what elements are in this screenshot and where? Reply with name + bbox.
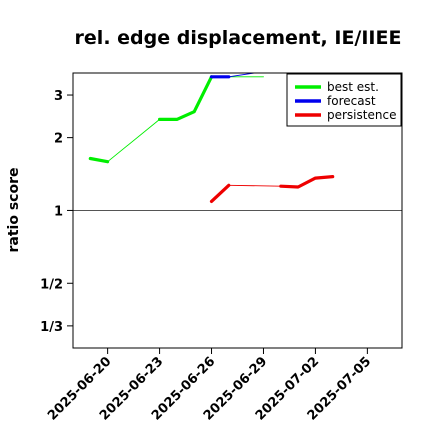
series-persistence-line <box>279 175 335 189</box>
series-best-est-line <box>88 156 110 164</box>
y-tick-label: 1 <box>54 204 63 219</box>
y-tick-label: 1/2 <box>40 277 63 292</box>
chart-title: rel. edge displacement, IE/IIEE <box>75 27 402 49</box>
plot-area <box>73 73 402 211</box>
y-axis: 3 2 1 1/2 1/3 <box>40 89 73 335</box>
y-tick-label: 2 <box>54 132 63 147</box>
y-tick-label: 3 <box>54 89 63 104</box>
y-axis-label: ratio score <box>6 168 22 253</box>
legend-label-best-est: best est. <box>327 80 379 94</box>
legend-label-persistence: persistence <box>327 108 396 122</box>
legend-label-forecast: forecast <box>327 94 376 108</box>
series-best-est-line <box>107 118 161 163</box>
x-axis: 2025-06-202025-06-232025-06-262025-06-29… <box>45 348 374 424</box>
series-persistence-line <box>209 183 231 203</box>
series-persistence-line <box>228 184 282 187</box>
series-best-est-line <box>158 75 214 122</box>
y-tick-label: 1/3 <box>40 320 63 335</box>
series-forecast-line <box>228 73 258 78</box>
